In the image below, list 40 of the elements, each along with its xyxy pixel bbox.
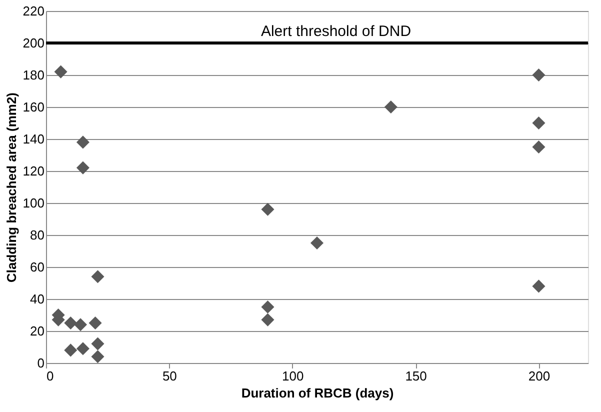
point xyxy=(91,337,104,350)
y-tick-label: 120 xyxy=(22,164,44,178)
point xyxy=(261,300,274,314)
point xyxy=(76,342,90,356)
x-tick-label: 200 xyxy=(528,368,550,384)
point xyxy=(76,136,90,149)
point xyxy=(532,68,546,82)
point xyxy=(64,344,78,357)
point xyxy=(74,318,88,332)
y-tick-label: 220 xyxy=(22,4,44,18)
y-tick-label: 60 xyxy=(30,260,44,274)
point xyxy=(76,161,90,174)
x-tick-label: 0 xyxy=(46,368,54,384)
y-tick-label: 200 xyxy=(22,36,44,50)
y-tick-label: 40 xyxy=(30,292,44,306)
y-tick-label: 100 xyxy=(22,196,44,210)
point xyxy=(64,316,78,330)
x-tick-label: 150 xyxy=(405,368,427,384)
x-tick-label: 50 xyxy=(162,368,177,384)
ref-line-label: Alert threshold of DND xyxy=(260,23,412,40)
y-tick-label: 140 xyxy=(22,132,44,146)
point xyxy=(261,313,274,326)
point xyxy=(54,65,68,78)
y-tick-label: 80 xyxy=(30,228,44,242)
point xyxy=(261,202,274,216)
y-tick-label: 0 xyxy=(37,356,44,370)
point xyxy=(310,236,324,250)
x-axis-title: Duration of RBCB (days) xyxy=(241,386,394,400)
y-tick-label: 20 xyxy=(30,324,44,338)
y-tick-label: 160 xyxy=(22,100,44,114)
point xyxy=(532,140,546,154)
point xyxy=(91,350,104,364)
point xyxy=(384,100,398,114)
point xyxy=(88,316,102,330)
point xyxy=(532,280,546,293)
point xyxy=(91,270,104,284)
y-tick-label: 180 xyxy=(22,68,44,82)
y-axis-title: Cladding breached area (mm2) xyxy=(4,92,19,282)
x-tick-label: 100 xyxy=(282,368,304,384)
point xyxy=(532,116,546,130)
